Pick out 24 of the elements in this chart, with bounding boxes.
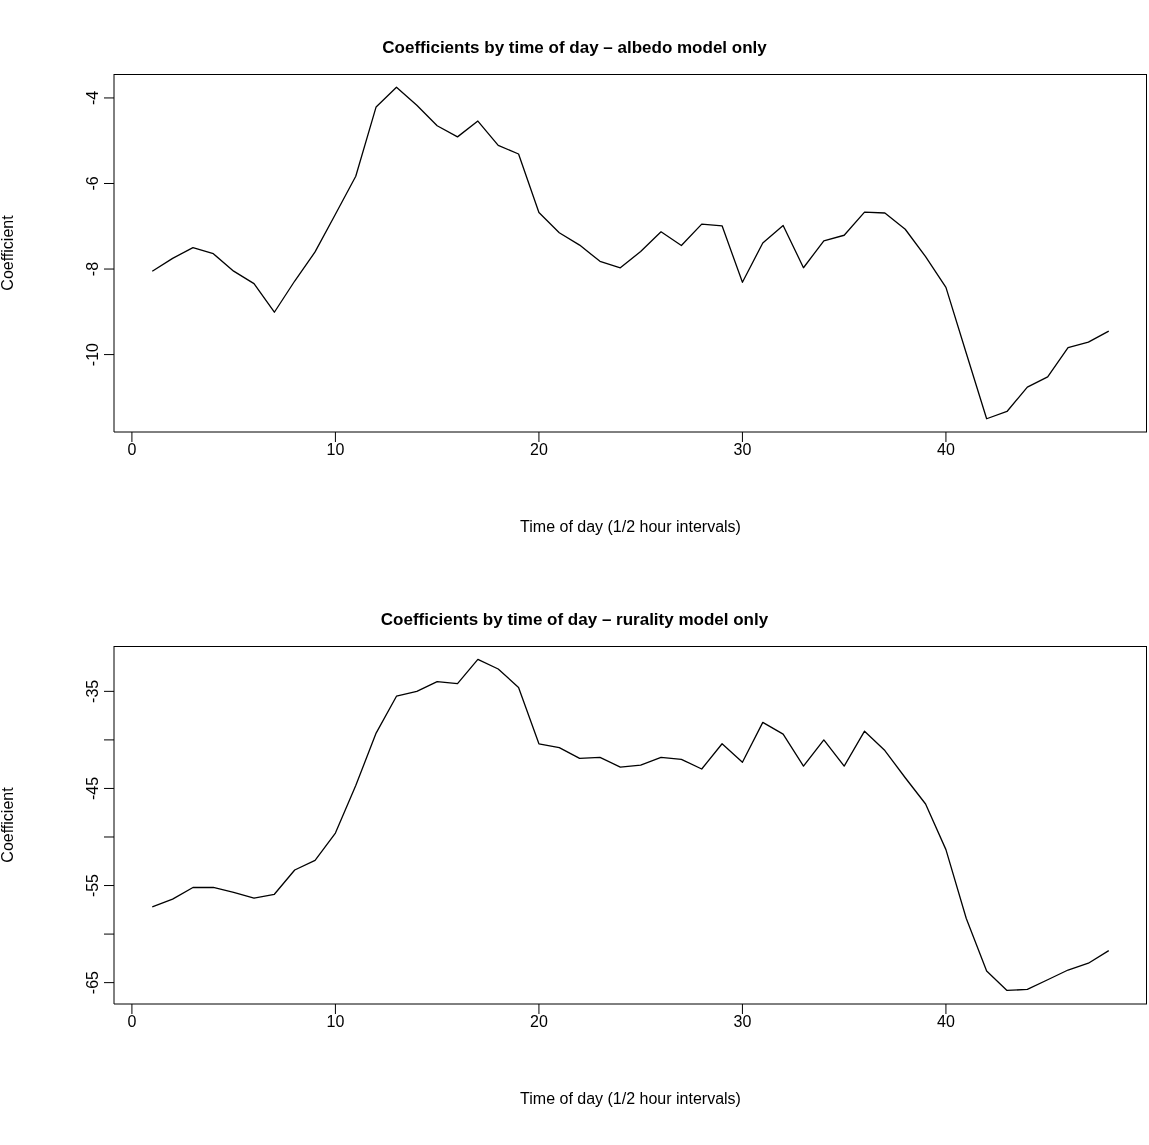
y-tick-label: -65 xyxy=(84,970,101,995)
y-tick-label: -8 xyxy=(84,261,101,277)
x-tick-label: 30 xyxy=(733,441,752,459)
x-axis-title: Time of day (1/2 hour intervals) xyxy=(520,518,741,535)
x-tick-label: 40 xyxy=(937,1013,955,1031)
x-tick-label: 10 xyxy=(326,441,345,459)
y-axis-title: Coefficient xyxy=(0,787,17,863)
x-axis-title: Time of day (1/2 hour intervals) xyxy=(520,1090,741,1107)
x-tick-label: 40 xyxy=(937,441,955,459)
y-tick-label: -6 xyxy=(84,176,101,191)
x-tick-label: 0 xyxy=(127,1013,137,1031)
y-axis-title: Coefficient xyxy=(0,215,17,291)
chart-title: Coefficients by time of day – rurality model only xyxy=(379,610,770,630)
x-tick-label: 0 xyxy=(127,441,137,459)
y-tick-label: -4 xyxy=(84,90,101,106)
x-tick-label: 30 xyxy=(733,1013,752,1031)
y-tick-label: -55 xyxy=(84,873,101,898)
y-tick-label: -10 xyxy=(84,342,101,367)
x-tick-label: 10 xyxy=(326,1013,345,1031)
chart-title: Coefficients by time of day – albedo model only xyxy=(381,38,768,58)
x-tick-label: 20 xyxy=(530,441,548,459)
x-tick-label: 20 xyxy=(530,1013,548,1031)
y-tick-label: -45 xyxy=(84,776,101,801)
y-tick-label: -35 xyxy=(84,679,101,703)
